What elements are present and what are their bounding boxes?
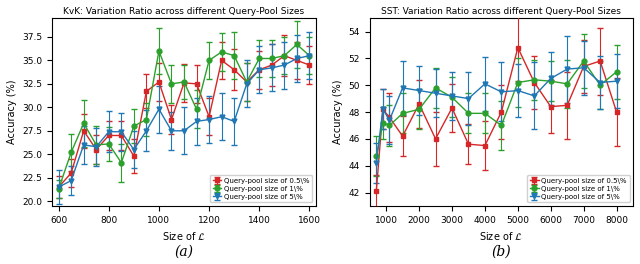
Title: SST: Variation Ratio across different Query-Pool Sizes: SST: Variation Ratio across different Qu… bbox=[381, 7, 621, 16]
Y-axis label: Accuracy (%): Accuracy (%) bbox=[7, 80, 17, 144]
Text: (a): (a) bbox=[175, 245, 193, 259]
Title: KvK: Variation Ratio across different Query-Pool Sizes: KvK: Variation Ratio across different Qu… bbox=[63, 7, 305, 16]
X-axis label: Size of $\mathcal{L}$: Size of $\mathcal{L}$ bbox=[162, 230, 206, 242]
Text: (b): (b) bbox=[492, 245, 511, 259]
Legend: Query-pool size of 0.5\%, Query-pool size of 1\%, Query-pool size of 5\%: Query-pool size of 0.5\%, Query-pool siz… bbox=[210, 175, 312, 202]
X-axis label: Size of $\mathcal{L}$: Size of $\mathcal{L}$ bbox=[479, 230, 524, 242]
Y-axis label: Accuracy (%): Accuracy (%) bbox=[333, 80, 343, 144]
Legend: Query-pool size of 0.5\%, Query-pool size of 1\%, Query-pool size of 5\%: Query-pool size of 0.5\%, Query-pool siz… bbox=[527, 175, 630, 202]
